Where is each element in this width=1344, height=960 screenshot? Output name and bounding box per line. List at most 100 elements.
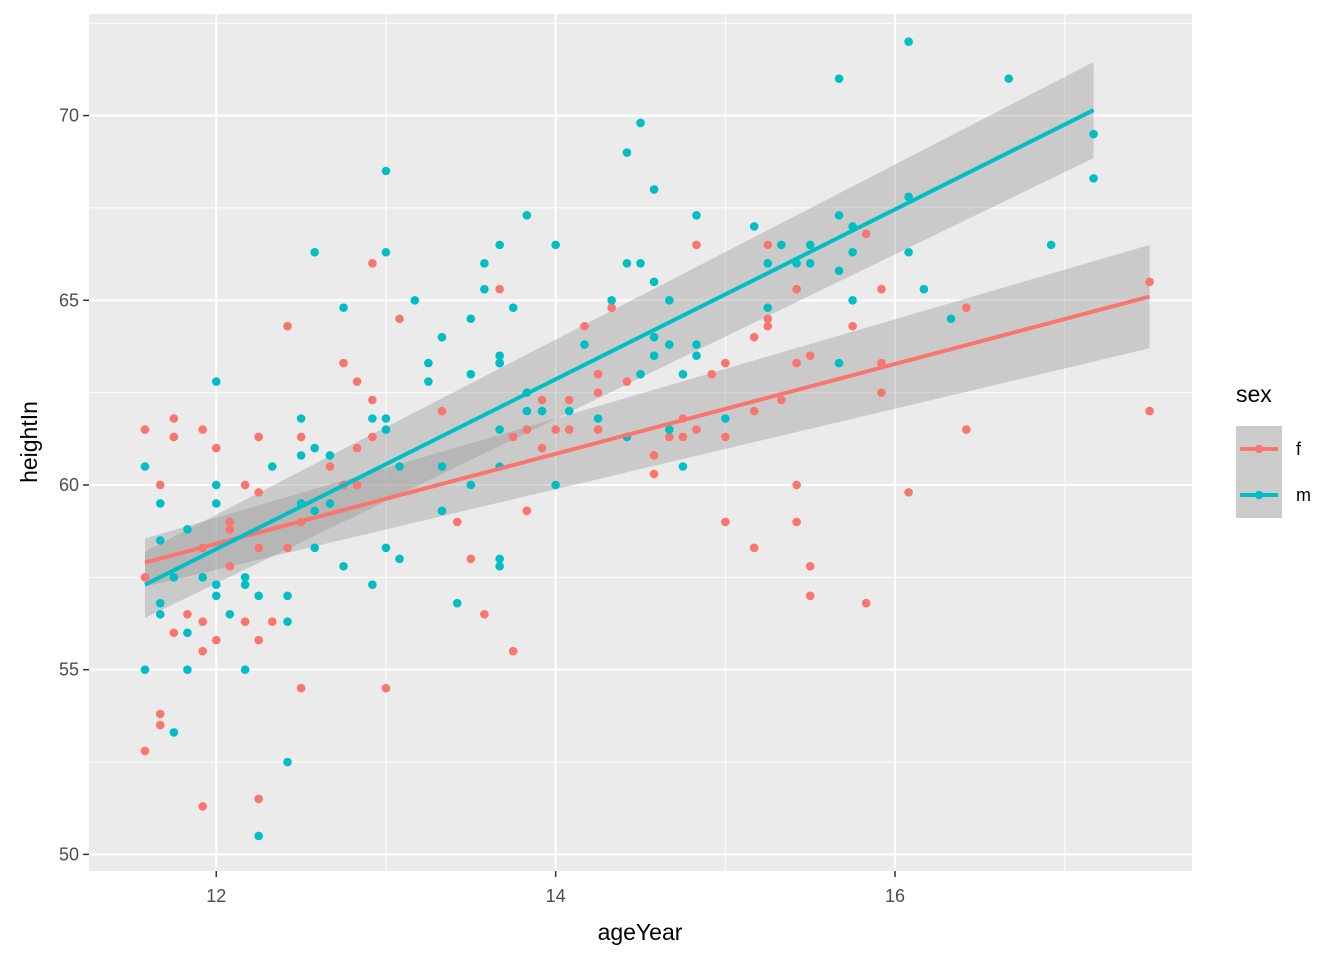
data-point-f — [325, 462, 335, 471]
data-point-m — [466, 369, 476, 379]
data-point-f — [792, 517, 801, 527]
data-point-m — [381, 543, 391, 553]
data-point-m — [480, 259, 489, 268]
legend: sex f m — [1236, 381, 1311, 518]
data-point-f — [522, 425, 532, 434]
data-point-f — [749, 332, 759, 342]
data-point-m — [283, 757, 292, 767]
data-point-m — [495, 351, 504, 360]
data-point-m — [310, 543, 319, 553]
y-tick-label: 60 — [59, 475, 79, 495]
data-point-m — [1046, 240, 1056, 250]
data-point-m — [310, 247, 319, 257]
data-point-m — [607, 295, 616, 305]
data-point-m — [692, 351, 701, 360]
data-point-m — [452, 598, 462, 608]
data-point-m — [564, 406, 574, 416]
data-point-f — [225, 525, 235, 534]
data-point-f — [155, 720, 165, 730]
data-point-m — [834, 266, 844, 276]
data-point-m — [777, 240, 786, 250]
data-point-f — [283, 321, 292, 331]
data-point-m — [848, 295, 857, 305]
data-point-f — [792, 358, 801, 368]
data-point-m — [692, 340, 701, 349]
data-point-m — [551, 480, 560, 490]
data-point-m — [283, 617, 292, 626]
data-point-m — [267, 462, 277, 471]
data-point-f — [155, 480, 165, 490]
data-point-m — [437, 462, 447, 471]
data-point-m — [749, 222, 759, 231]
data-point-m — [834, 74, 844, 83]
data-point-f — [877, 284, 886, 294]
data-point-m — [169, 573, 179, 582]
data-point-m — [183, 525, 192, 534]
data-point-m — [325, 451, 335, 460]
data-point-m — [211, 480, 221, 490]
x-axis-ticks: 12 14 16 — [206, 871, 905, 906]
data-point-f — [805, 561, 815, 571]
legend-label-f: f — [1296, 439, 1302, 459]
data-point-f — [452, 517, 462, 527]
data-point-f — [678, 432, 688, 442]
major-gridlines — [89, 14, 1192, 871]
y-tick-label: 70 — [59, 106, 79, 126]
data-point-f — [140, 425, 150, 434]
data-point-f — [721, 358, 730, 368]
data-points — [140, 37, 1154, 841]
data-point-m — [495, 358, 504, 368]
data-point-f — [649, 451, 659, 460]
data-point-m — [834, 358, 844, 368]
data-point-m — [368, 580, 377, 590]
data-point-m — [310, 443, 319, 453]
data-point-m — [721, 414, 730, 423]
data-point-f — [198, 802, 207, 811]
data-point-f — [254, 488, 263, 497]
data-point-m — [904, 192, 913, 202]
data-point-m — [240, 580, 250, 590]
data-point-f — [665, 432, 674, 442]
data-point-m — [296, 451, 306, 460]
y-tick-label: 55 — [59, 660, 79, 680]
data-point-m — [622, 259, 632, 268]
data-point-m — [805, 259, 815, 268]
data-point-m — [424, 358, 433, 368]
data-point-f — [198, 425, 207, 434]
data-point-f — [749, 406, 759, 416]
data-point-f — [198, 617, 207, 626]
data-point-m — [678, 369, 688, 379]
data-point-m — [325, 499, 335, 508]
data-point-m — [198, 573, 207, 582]
data-point-m — [381, 247, 391, 257]
data-point-f — [537, 395, 547, 405]
data-point-m — [240, 665, 250, 674]
data-point-f — [225, 561, 235, 571]
y-tick-label: 50 — [59, 844, 79, 864]
data-point-m — [904, 247, 913, 257]
data-point-m — [211, 499, 221, 508]
x-tick-label: 16 — [885, 886, 905, 906]
fit-lines — [144, 108, 1151, 587]
data-point-m — [368, 414, 377, 423]
data-point-m — [466, 314, 476, 324]
data-point-f — [352, 480, 362, 490]
data-point-f — [437, 406, 447, 416]
data-point-f — [198, 646, 207, 656]
data-point-f — [296, 432, 306, 442]
data-point-m — [480, 284, 489, 294]
y-axis-ticks: 50 55 60 65 70 — [59, 106, 89, 864]
data-point-f — [183, 609, 192, 619]
data-point-m — [763, 259, 773, 268]
data-point-m — [339, 303, 348, 312]
data-point-f — [763, 321, 773, 331]
data-point-m — [593, 414, 603, 423]
data-point-m — [437, 332, 447, 342]
data-point-f — [495, 284, 504, 294]
data-point-f — [564, 425, 574, 434]
fit-line-m — [144, 108, 1095, 587]
data-point-m — [1089, 129, 1098, 139]
data-point-f — [607, 303, 616, 312]
data-point-f — [283, 543, 292, 553]
data-point-f — [254, 635, 263, 645]
